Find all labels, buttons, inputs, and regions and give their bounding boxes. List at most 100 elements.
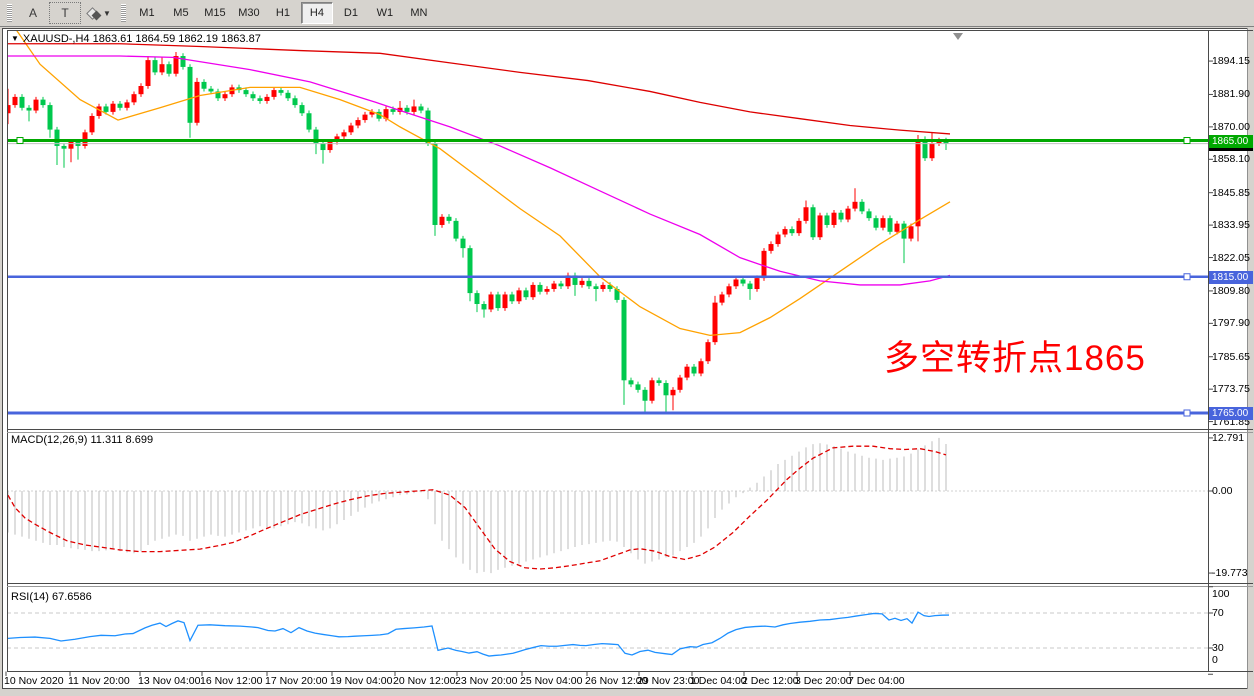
chart-shift-marker-icon[interactable] bbox=[953, 33, 963, 40]
candle-body bbox=[152, 60, 158, 73]
candle-body bbox=[320, 143, 326, 151]
line-handle[interactable] bbox=[1183, 409, 1191, 417]
candle-body bbox=[831, 212, 837, 225]
candle-body bbox=[663, 383, 669, 396]
candle-body bbox=[26, 107, 32, 111]
candle-body bbox=[537, 284, 543, 292]
candle-body bbox=[880, 218, 886, 228]
candle-body bbox=[810, 207, 816, 238]
candle-body bbox=[726, 286, 732, 295]
candle-body bbox=[523, 290, 529, 298]
candle-body bbox=[565, 275, 571, 287]
timeframe-button-MN[interactable]: MN bbox=[410, 7, 428, 19]
macd-signal-line bbox=[7, 445, 947, 570]
candle-body bbox=[187, 66, 193, 123]
candle-body bbox=[558, 283, 564, 287]
cursor-a-button[interactable]: A bbox=[28, 6, 37, 20]
timeframe-button-H4[interactable]: H4 bbox=[300, 2, 333, 24]
candle-body bbox=[670, 389, 676, 396]
timeframe-button-M1[interactable]: M1 bbox=[139, 7, 155, 19]
timeframe-toolbar-drag-handle[interactable] bbox=[120, 4, 126, 22]
timeframe-button-M15[interactable]: M15 bbox=[204, 7, 226, 19]
rsi-line bbox=[7, 611, 950, 657]
candle-body bbox=[327, 141, 333, 151]
line-handle[interactable] bbox=[1183, 137, 1191, 144]
right-scroll-strip[interactable] bbox=[1247, 28, 1254, 689]
candle-body bbox=[754, 278, 760, 290]
chart-text-annotation[interactable]: 多空转折点1865 bbox=[884, 339, 1146, 378]
candle-body bbox=[131, 94, 137, 103]
candle-body bbox=[887, 218, 893, 232]
candle-body bbox=[383, 109, 389, 119]
timeframe-button-H1[interactable]: H1 bbox=[275, 7, 290, 19]
rsi-panel[interactable] bbox=[7, 611, 1208, 657]
symbol-dropdown-icon[interactable]: ▼ bbox=[11, 34, 19, 43]
line-handle[interactable] bbox=[1183, 273, 1191, 281]
timeframe-button-W1[interactable]: W1 bbox=[376, 7, 394, 19]
pointer-tools-icon[interactable]: ▼ bbox=[83, 2, 116, 24]
candle-body bbox=[796, 220, 802, 234]
toolbar-drag-handle[interactable] bbox=[7, 4, 12, 22]
price-tick-label: 1822.05 bbox=[1212, 251, 1250, 264]
timeframe-button-M30[interactable]: M30 bbox=[238, 7, 260, 19]
rsi-tick-label: 30 bbox=[1212, 642, 1224, 654]
candle-body bbox=[761, 250, 767, 279]
symbol-title[interactable]: ▼ XAUUSD-,H4 1863.61 1864.59 1862.19 1863… bbox=[11, 33, 261, 45]
candle-body bbox=[348, 125, 354, 133]
candle-body bbox=[719, 294, 725, 303]
candle-body bbox=[40, 99, 46, 106]
candle-body bbox=[411, 106, 417, 112]
line-handle[interactable] bbox=[16, 137, 24, 144]
candle-body bbox=[635, 384, 641, 390]
price-tick-label: 1870.00 bbox=[1212, 120, 1250, 133]
candle-body bbox=[201, 81, 207, 89]
candle-body bbox=[404, 107, 410, 112]
candle-body bbox=[852, 201, 858, 209]
ma-slow-line bbox=[8, 43, 951, 135]
macd-panel[interactable] bbox=[7, 437, 1208, 574]
candle-body bbox=[166, 64, 172, 74]
candle-body bbox=[271, 90, 277, 97]
candle-body bbox=[544, 289, 550, 292]
candle-body bbox=[705, 342, 711, 362]
candle-body bbox=[460, 238, 466, 249]
candle-body bbox=[257, 98, 263, 101]
candle-body bbox=[68, 141, 74, 149]
main-price-panel[interactable] bbox=[6, 18, 1209, 417]
candle-body bbox=[495, 294, 501, 309]
candle-body bbox=[929, 143, 935, 159]
candle-body bbox=[845, 208, 851, 220]
candle-body bbox=[243, 90, 249, 95]
candle-body bbox=[803, 207, 809, 221]
candle-body bbox=[12, 96, 18, 106]
candle-body bbox=[215, 91, 221, 99]
macd-tick-label: 12.791 bbox=[1212, 431, 1245, 444]
ma-mid-line bbox=[8, 55, 951, 286]
timeframe-button-M5[interactable]: M5 bbox=[173, 7, 189, 19]
candle-body bbox=[138, 86, 144, 95]
candle-body bbox=[264, 96, 270, 101]
price-tick-label: 1833.95 bbox=[1212, 219, 1250, 232]
text-tool-button[interactable]: T bbox=[49, 2, 81, 24]
symbol-ohlc-text: XAUUSD-,H4 1863.61 1864.59 1862.19 1863.… bbox=[22, 33, 261, 45]
candle-body bbox=[33, 99, 39, 111]
rsi-tick-label: 100 bbox=[1212, 588, 1230, 600]
candle-body bbox=[54, 129, 60, 146]
time-tick-label: 20 Nov 12:00 bbox=[393, 675, 456, 687]
candle-body bbox=[61, 145, 67, 149]
candle-body bbox=[313, 129, 319, 144]
candle-body bbox=[446, 216, 452, 221]
candle-body bbox=[747, 283, 753, 290]
time-tick-label: 29 Nov 23:00 bbox=[637, 675, 700, 687]
timeframe-button-D1[interactable]: D1 bbox=[343, 7, 358, 19]
candle-body bbox=[628, 380, 634, 385]
time-tick-label: 3 Dec 20:00 bbox=[795, 675, 852, 687]
candle-body bbox=[817, 215, 823, 238]
candle-body bbox=[306, 113, 312, 130]
candle-body bbox=[47, 105, 53, 130]
candle-body bbox=[894, 223, 900, 232]
candle-body bbox=[740, 279, 746, 284]
